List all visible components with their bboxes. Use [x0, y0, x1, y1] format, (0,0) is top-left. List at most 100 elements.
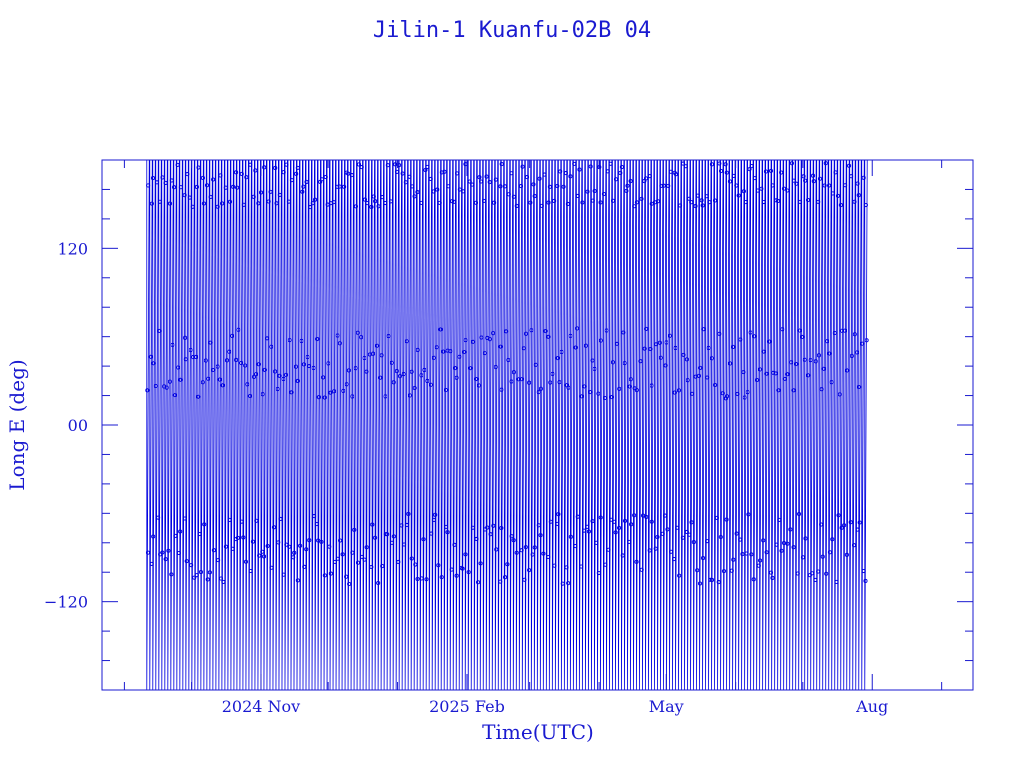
series-marker: [781, 186, 787, 191]
series-marker: [845, 368, 850, 373]
series-marker: [148, 354, 153, 359]
series-marker: [680, 535, 685, 540]
series-marker: [428, 176, 433, 182]
series-marker: [415, 190, 420, 195]
series-marker: [538, 386, 543, 391]
series-marker: [582, 384, 587, 389]
series-marker: [794, 361, 799, 367]
series-marker: [278, 516, 283, 522]
series-marker: [724, 170, 729, 175]
series-marker: [413, 562, 418, 567]
series-marker: [446, 184, 451, 189]
series-marker: [538, 533, 543, 538]
series-marker: [693, 204, 698, 209]
series-marker: [401, 372, 406, 377]
series-marker: [579, 564, 584, 569]
series-marker: [649, 383, 654, 388]
series-marker: [327, 544, 332, 549]
series-marker: [805, 198, 811, 203]
series-marker: [504, 329, 509, 334]
series-marker: [718, 535, 723, 540]
series-marker: [415, 347, 420, 352]
series-marker: [492, 200, 497, 205]
series-marker: [400, 171, 405, 176]
series-marker: [439, 575, 444, 580]
series-marker: [396, 559, 401, 565]
x-tick-label: 2025 Feb: [429, 697, 505, 716]
series-marker: [454, 573, 459, 578]
series-marker: [743, 200, 748, 205]
series-marker: [644, 514, 649, 520]
series-marker: [196, 394, 201, 399]
series-marker: [819, 387, 824, 392]
series-marker: [412, 385, 417, 391]
series-marker: [156, 515, 161, 520]
series-marker: [355, 330, 360, 335]
series-marker: [262, 367, 267, 372]
series-marker: [768, 570, 774, 575]
series-marker: [705, 539, 710, 544]
series-marker: [598, 338, 604, 343]
series-marker: [647, 548, 652, 553]
series-marker: [673, 172, 678, 177]
series-marker: [349, 173, 354, 178]
series-marker: [848, 520, 853, 525]
series-marker: [499, 526, 504, 531]
series-marker: [182, 516, 187, 521]
series-marker: [433, 512, 438, 517]
series-marker: [238, 360, 244, 366]
series-marker: [431, 355, 437, 360]
series-marker: [561, 184, 566, 189]
series-marker: [691, 540, 696, 545]
series-marker: [709, 577, 715, 583]
series-marker: [833, 170, 838, 175]
series-marker: [683, 164, 688, 169]
series-marker: [198, 570, 203, 575]
series-marker: [842, 523, 847, 528]
series-marker: [731, 557, 736, 562]
series-marker: [655, 199, 660, 204]
series-marker: [421, 537, 426, 542]
series-marker: [536, 390, 541, 395]
series-marker: [149, 561, 154, 566]
series-marker: [856, 193, 861, 198]
series-marker: [662, 513, 668, 518]
series-marker: [745, 390, 750, 395]
series-marker: [527, 568, 532, 573]
series-marker: [431, 517, 436, 523]
series-marker: [863, 202, 868, 208]
series-marker: [355, 560, 361, 565]
series-marker: [194, 184, 199, 190]
series-marker: [201, 201, 206, 206]
series-marker: [531, 182, 536, 187]
series-marker: [227, 349, 232, 354]
series-marker: [556, 512, 561, 517]
series-marker: [622, 361, 627, 366]
series-marker: [752, 334, 757, 339]
series-marker: [321, 375, 326, 380]
series-marker: [399, 523, 404, 528]
series-marker: [487, 180, 492, 185]
ticks-layer: 120 00 −120 2024 Nov 2025 Feb May Aug: [44, 159, 973, 716]
series-marker: [215, 204, 220, 209]
series-marker: [346, 171, 351, 176]
series-marker: [493, 364, 498, 370]
series-marker: [379, 353, 384, 358]
series-marker: [373, 535, 378, 540]
series-marker: [563, 171, 568, 176]
series-marker: [689, 200, 694, 205]
series-marker: [548, 519, 553, 524]
series-marker: [463, 552, 468, 557]
series-marker: [502, 184, 508, 189]
series-marker: [460, 566, 465, 571]
series-marker: [698, 365, 703, 370]
series-marker: [718, 168, 724, 174]
series-marker: [252, 374, 257, 379]
series-marker: [315, 336, 320, 342]
series-marker: [735, 391, 740, 397]
series-marker: [795, 571, 800, 576]
series-marker: [847, 163, 852, 168]
series-marker: [539, 203, 544, 208]
series-marker: [566, 581, 571, 586]
series-marker: [509, 379, 514, 384]
